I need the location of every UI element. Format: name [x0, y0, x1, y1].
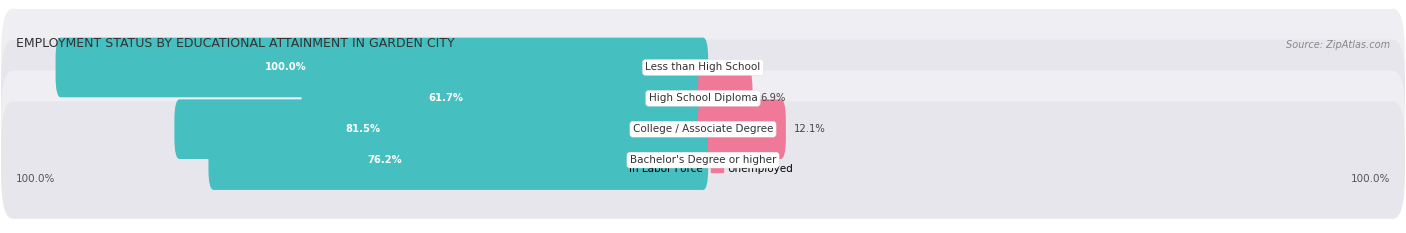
FancyBboxPatch shape	[174, 99, 709, 159]
FancyBboxPatch shape	[56, 38, 709, 97]
Text: 76.2%: 76.2%	[367, 155, 402, 165]
FancyBboxPatch shape	[301, 69, 709, 128]
Text: Bachelor's Degree or higher: Bachelor's Degree or higher	[630, 155, 776, 165]
Text: 0.0%: 0.0%	[716, 155, 741, 165]
Text: EMPLOYMENT STATUS BY EDUCATIONAL ATTAINMENT IN GARDEN CITY: EMPLOYMENT STATUS BY EDUCATIONAL ATTAINM…	[15, 37, 454, 50]
Text: 0.0%: 0.0%	[716, 62, 741, 72]
FancyBboxPatch shape	[697, 69, 752, 128]
Text: 12.1%: 12.1%	[793, 124, 825, 134]
FancyBboxPatch shape	[1, 9, 1405, 126]
Text: College / Associate Degree: College / Associate Degree	[633, 124, 773, 134]
Text: 100.0%: 100.0%	[264, 62, 307, 72]
FancyBboxPatch shape	[697, 99, 786, 159]
FancyBboxPatch shape	[1, 102, 1405, 219]
Text: 100.0%: 100.0%	[15, 175, 55, 185]
FancyBboxPatch shape	[208, 130, 709, 190]
Text: 81.5%: 81.5%	[346, 124, 380, 134]
FancyBboxPatch shape	[1, 71, 1405, 188]
Text: High School Diploma: High School Diploma	[648, 93, 758, 103]
Text: 100.0%: 100.0%	[1351, 175, 1391, 185]
Text: 61.7%: 61.7%	[427, 93, 463, 103]
Text: Less than High School: Less than High School	[645, 62, 761, 72]
Legend: In Labor Force, Unemployed: In Labor Force, Unemployed	[609, 159, 797, 178]
Text: 6.9%: 6.9%	[761, 93, 786, 103]
FancyBboxPatch shape	[1, 40, 1405, 157]
Text: Source: ZipAtlas.com: Source: ZipAtlas.com	[1286, 40, 1391, 50]
